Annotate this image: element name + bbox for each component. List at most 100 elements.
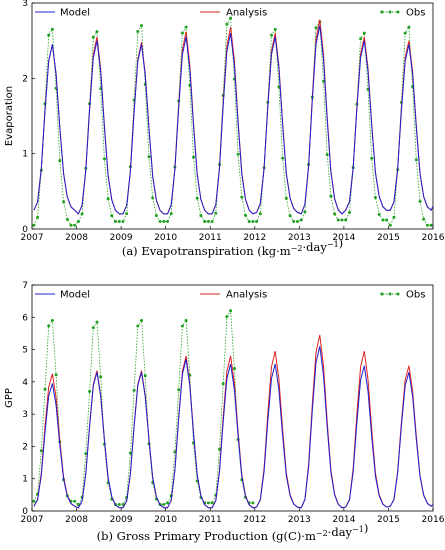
obs-point [158, 220, 162, 223]
obs-point [325, 153, 329, 157]
obs-point [322, 79, 325, 83]
y-tick-label: 7 [22, 281, 28, 291]
legend-label-obs: Obs [406, 290, 425, 301]
obs-point [84, 452, 88, 455]
y-axis-label: GPP [4, 388, 15, 408]
obs-point [244, 213, 247, 217]
obs-point [125, 212, 129, 216]
obs-point [162, 503, 166, 506]
legend-label-analysis: Analysis [226, 8, 267, 19]
obs-point [58, 159, 62, 163]
obs-point [180, 324, 184, 328]
obs-point [210, 501, 214, 505]
obs-point [140, 319, 143, 322]
y-tick-label: 2 [22, 442, 28, 452]
obs-point [292, 220, 296, 223]
obs-point [166, 501, 169, 505]
obs-point [50, 319, 54, 322]
obs-point [166, 220, 169, 223]
obs-point [73, 499, 77, 503]
legend-marker-obs [388, 292, 392, 296]
obs-point [91, 326, 95, 330]
obs-point [106, 197, 110, 201]
obs-point [214, 211, 218, 215]
obs-point [344, 218, 348, 222]
obs-point [284, 196, 288, 200]
panel-gpp: 0 1 2 3 4 5 6 7 2007 2008 2009 2010 2011 2012 2013 2014… [4, 281, 445, 543]
obs-point [392, 215, 396, 219]
y-tick-label: 5 [22, 346, 28, 356]
obs-point [414, 158, 418, 162]
obs-point [184, 25, 188, 29]
obs-point [88, 389, 92, 393]
y-tick-label: 3 [22, 0, 28, 9]
obs-point [403, 31, 407, 35]
obs-point [36, 215, 40, 219]
obs-point [418, 200, 422, 203]
obs-point [199, 214, 203, 218]
x-tick-label: 2007 [21, 233, 44, 243]
obs-point [95, 30, 99, 34]
y-tick-label: 1 [22, 475, 28, 485]
obs-point [425, 223, 429, 227]
obs-point [76, 220, 80, 223]
obs-point [136, 30, 140, 33]
obs-point [218, 447, 221, 451]
y-tick-label: 4 [22, 378, 28, 388]
plot-frame [31, 2, 434, 230]
obs-point [385, 218, 389, 222]
y-axis-label: Evaporation [4, 86, 15, 146]
obs-point [132, 388, 136, 392]
x-tick-label: 2013 [288, 233, 311, 243]
obs-point [210, 220, 214, 223]
panel-evapotranspiration: 0 1 2 3 2007 2008 2009 2010 2011 2012 2013 2014 2015… [4, 0, 445, 258]
obs-point [232, 367, 236, 370]
x-tick-label: 2009 [110, 233, 133, 243]
x-tick-label: 2011 [199, 515, 222, 525]
obs-point [76, 503, 80, 506]
obs-point [296, 220, 299, 223]
legend-label-model: Model [60, 8, 90, 19]
x-tick-label: 2008 [65, 515, 88, 525]
obs-point [91, 35, 95, 39]
obs-point [240, 195, 244, 199]
series-line-obs [33, 309, 253, 506]
obs-point [151, 196, 155, 200]
obs-point [288, 214, 292, 218]
obs-point [270, 33, 273, 37]
y-tick-label: 2 [22, 74, 28, 84]
obs-point [258, 212, 262, 216]
obs-point [117, 220, 121, 223]
obs-point [73, 223, 77, 227]
obs-point [128, 451, 132, 455]
obs-point [136, 324, 140, 328]
y-tick-label: 6 [22, 313, 28, 323]
obs-point [80, 212, 84, 216]
obs-point [429, 223, 433, 227]
figure-caption: (b) Gross Primary Production (g(C)·m−2·d… [97, 521, 369, 543]
obs-point [362, 31, 366, 35]
obs-point [255, 220, 259, 223]
y-tick-label: 0 [22, 507, 28, 517]
legend-label-model: Model [60, 290, 90, 301]
obs-point [147, 155, 151, 159]
obs-point [162, 220, 166, 223]
obs-point [99, 375, 103, 379]
obs-point [47, 324, 51, 328]
obs-point [407, 25, 411, 29]
obs-point [195, 196, 199, 200]
x-tick-label: 2010 [154, 515, 177, 525]
obs-point [299, 218, 303, 222]
obs-point [140, 24, 143, 28]
obs-point [229, 16, 233, 20]
obs-point [121, 503, 125, 506]
obs-point [229, 309, 233, 313]
obs-point [184, 319, 188, 322]
obs-point [117, 503, 121, 506]
obs-point [251, 501, 255, 505]
obs-point [65, 217, 69, 221]
obs-point [273, 27, 277, 31]
x-tick-label: 2015 [377, 233, 400, 243]
